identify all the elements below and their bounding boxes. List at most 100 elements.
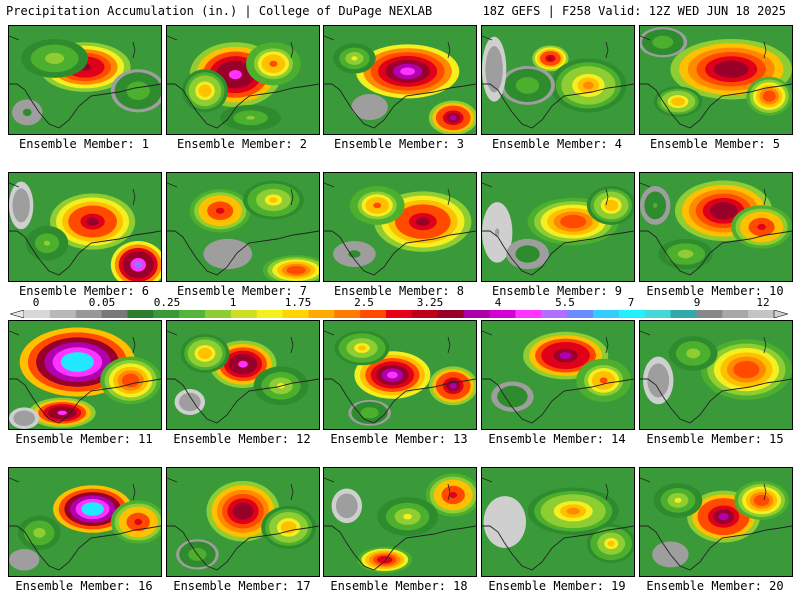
precip-map-16 xyxy=(9,468,161,576)
ensemble-panel-7 xyxy=(166,172,320,282)
colorbar-swatch xyxy=(282,310,309,318)
precip-contour xyxy=(739,365,753,374)
precip-contour xyxy=(134,518,143,526)
panel-label: Ensemble Member: 9 xyxy=(491,284,623,298)
colorbar-swatch xyxy=(230,310,258,318)
precip-contour xyxy=(400,67,415,76)
ensemble-panel-19 xyxy=(481,467,635,577)
precip-contour xyxy=(607,540,615,547)
colorbar-tick-label: 0.05 xyxy=(88,296,116,309)
panel-label: Ensemble Member: 12 xyxy=(173,432,311,446)
coastline xyxy=(167,378,319,424)
ensemble-panel-14 xyxy=(481,320,635,430)
ensemble-panel-10 xyxy=(639,172,793,282)
precip-contour xyxy=(49,55,60,62)
panel-label: Ensemble Member: 13 xyxy=(330,432,468,446)
state-border xyxy=(640,330,767,354)
precip-contour xyxy=(134,261,143,269)
state-border xyxy=(324,182,451,206)
ensemble-panel-2 xyxy=(166,25,320,135)
precip-contour xyxy=(495,228,500,237)
colorbar-tick-label: 5.5 xyxy=(555,296,575,309)
panel-label: Ensemble Member: 14 xyxy=(488,432,626,446)
precip-contour xyxy=(43,240,51,246)
ensemble-panel-8 xyxy=(323,172,477,282)
precip-contour xyxy=(187,400,192,404)
precip-contour xyxy=(366,105,373,109)
colorbar-swatch xyxy=(49,310,77,318)
precip-map-3 xyxy=(324,26,476,134)
colorbar-swatch xyxy=(179,310,206,318)
precip-contour xyxy=(22,416,27,420)
coastline xyxy=(640,83,792,129)
precip-map-1 xyxy=(9,26,161,134)
ensemble-panel-18 xyxy=(323,467,477,577)
precip-contour xyxy=(69,357,86,367)
colorbar-swatch xyxy=(515,310,542,318)
state-border xyxy=(640,182,767,206)
state-border xyxy=(482,330,609,354)
ensemble-panel-16 xyxy=(8,467,162,577)
state-border xyxy=(324,35,451,59)
coastline xyxy=(324,83,476,129)
coastline xyxy=(167,83,319,129)
coastline xyxy=(9,230,161,276)
precip-contour xyxy=(215,207,225,214)
precip-contour xyxy=(674,497,682,503)
colorbar-max-arrow xyxy=(773,310,788,318)
colorbar-swatch xyxy=(101,310,128,318)
precip-contour xyxy=(19,202,23,209)
precip-map-10 xyxy=(640,173,792,281)
panel-label: Ensemble Member: 4 xyxy=(491,137,623,151)
precip-map-17 xyxy=(167,468,319,576)
state-border xyxy=(482,182,609,206)
precip-contour xyxy=(269,60,278,67)
colorbar-swatch xyxy=(360,310,387,318)
precip-contour xyxy=(599,377,608,384)
precip-map-15 xyxy=(640,321,792,429)
colorbar-swatch xyxy=(618,310,646,318)
panel-label: Ensemble Member: 17 xyxy=(173,579,311,593)
panel-label: Ensemble Member: 8 xyxy=(333,284,465,298)
coastline xyxy=(9,525,161,571)
colorbar-swatch xyxy=(127,310,154,318)
precip-map-11 xyxy=(9,321,161,429)
chart-title: Precipitation Accumulation (in.) | Colle… xyxy=(6,4,433,18)
colorbar-min-arrow xyxy=(10,310,25,318)
colorbar-tick-label: 1.75 xyxy=(284,296,312,309)
precip-contour xyxy=(344,503,349,509)
colorbar-tick-label: 7 xyxy=(627,296,635,309)
precip-contour xyxy=(238,360,248,368)
precip-contour xyxy=(509,394,516,399)
precip-contour xyxy=(86,217,99,226)
precip-contour xyxy=(246,115,255,120)
state-border xyxy=(324,477,451,501)
coastline xyxy=(167,525,319,571)
ensemble-panel-5 xyxy=(639,25,793,135)
coastline xyxy=(324,378,476,424)
precip-contour xyxy=(559,352,572,359)
precip-contour xyxy=(224,251,232,257)
state-border xyxy=(482,35,609,59)
precip-contour xyxy=(757,497,766,504)
ensemble-panel-17 xyxy=(166,467,320,577)
coastline xyxy=(167,230,319,276)
colorbar-swatch xyxy=(153,310,180,318)
colorbar-tick-label: 9 xyxy=(693,296,701,309)
colorbar-swatch xyxy=(463,310,491,318)
precip-contour xyxy=(722,64,740,74)
colorbar-swatch xyxy=(670,310,697,318)
colorbar-swatch xyxy=(205,310,232,318)
coastline xyxy=(9,378,161,424)
colorbar-tick-label: 1 xyxy=(229,296,237,309)
precip-contour xyxy=(757,223,766,231)
panel-label: Ensemble Member: 7 xyxy=(176,284,308,298)
colorbar-swatch xyxy=(644,310,672,318)
ensemble-panel-4 xyxy=(481,25,635,135)
precip-contour xyxy=(366,410,373,415)
precip-map-6 xyxy=(9,173,161,281)
panel-label: Ensemble Member: 20 xyxy=(646,579,784,593)
precip-contour xyxy=(716,206,731,216)
precip-contour xyxy=(22,558,27,562)
colorbar-swatch xyxy=(489,310,516,318)
